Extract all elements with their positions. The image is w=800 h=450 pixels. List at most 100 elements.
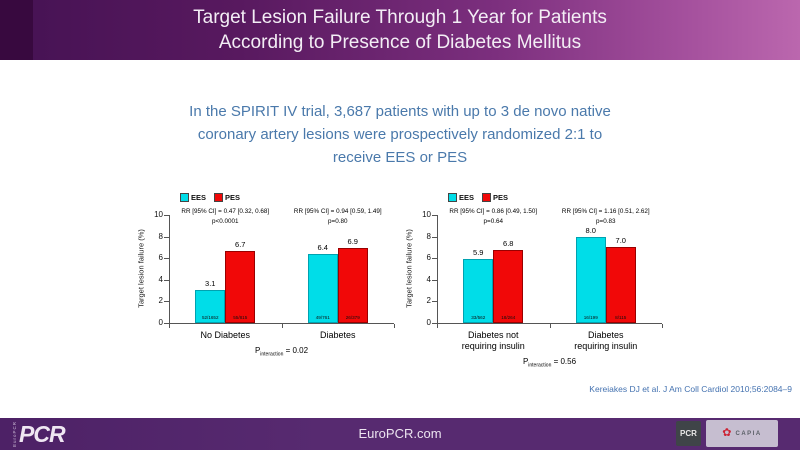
p-value-text: p=0.80 [328, 217, 348, 225]
citation: Kereiakes DJ et al. J Am Coll Cardiol 20… [589, 384, 792, 394]
x-axis-tick-mark [437, 324, 438, 328]
y-axis-tick-label: 4 [426, 274, 431, 284]
legend-label: EES [191, 193, 207, 202]
slide-title-line2: According to Presence of Diabetes Mellit… [218, 32, 582, 53]
y-axis-tick-mark [164, 236, 169, 238]
y-axis-tick-label: 4 [158, 274, 163, 284]
p-interaction-value: = 0.02 [283, 346, 309, 355]
y-axis-tick-label: 6 [426, 253, 431, 263]
legend-swatch-pes [482, 193, 492, 202]
y-axis-tick-mark [164, 301, 169, 303]
y-axis-tick-label: 2 [158, 296, 163, 306]
legend-item-pes: PES [482, 193, 508, 202]
x-axis-tick-mark [662, 324, 663, 328]
slide-header: Target Lesion Failure Through 1 Year for… [0, 0, 800, 60]
y-axis-tick-label: 8 [158, 231, 163, 241]
rr-annotation: RR [95% CI] = 0.86 [0.49, 1.50] p=0.64 [437, 207, 550, 227]
rr-text: RR [95% CI] = 1.16 [0.51, 2.62] [561, 208, 650, 215]
rr-text: RR [95% CI] = 0.47 [0.32, 0.68] [181, 208, 270, 215]
p-interaction-label: P [522, 357, 529, 366]
legend-item-ees: EES [448, 193, 474, 202]
bar-value-label: 3.1 [205, 279, 216, 288]
chart-legend: EES PES [180, 193, 240, 202]
y-axis-tick-label: 10 [154, 210, 163, 219]
y-axis-tick-label: 10 [422, 210, 431, 219]
bar-fraction-label: 49/761 [315, 315, 330, 320]
legend-label: PES [225, 193, 241, 202]
footer-bar [0, 418, 800, 450]
y-axis-line [169, 215, 170, 324]
y-axis-tick-mark [432, 301, 437, 303]
p-interaction-label: P [254, 346, 261, 355]
intro-text: In the SPIRIT IV trial, 3,687 patients w… [120, 100, 680, 169]
x-axis-tick-mark [281, 324, 283, 328]
bar-ees-2 [575, 237, 606, 323]
header-corner-block [0, 0, 33, 60]
y-axis-tick-label: 2 [426, 296, 431, 306]
bar-pes-2 [337, 248, 368, 323]
europcr-logo: EuroPCR PCR [12, 419, 66, 450]
bar-ees-1 [195, 290, 226, 323]
bar-fraction-label: 8/115 [615, 315, 627, 320]
footer-website: EuroPCR.com [358, 426, 442, 441]
bar-ees-2 [307, 254, 338, 323]
p-interaction-value: = 0.56 [551, 357, 577, 366]
chart-insulin-subgroups: EES PES Target lesion failure (%) 0 2 4 6 8 10 RR… [403, 188, 763, 393]
bar-value-label: 5.9 [473, 248, 484, 257]
rr-annotation: RR [95% CI] = 1.16 [0.51, 2.62] p=0.83 [550, 207, 663, 227]
legend-swatch-ees [448, 193, 457, 202]
y-axis-tick-mark [164, 323, 169, 324]
bar-value-label: 6.7 [235, 240, 246, 249]
y-axis-tick-mark [164, 279, 169, 281]
partner-badge-text: CAPIA [735, 430, 762, 437]
annotation-row: RR [95% CI] = 0.86 [0.49, 1.50] p=0.64 RR … [437, 207, 662, 227]
y-axis-tick-mark [432, 215, 437, 216]
rr-text: RR [95% CI] = 0.94 [0.59, 1.49] [293, 208, 382, 215]
bar-fraction-label: 18/264 [501, 315, 516, 320]
bar-pes-1 [225, 251, 256, 323]
y-axis-tick-mark [432, 323, 437, 324]
legend-label: PES [493, 193, 509, 202]
bar-value-label: 6.8 [503, 239, 514, 248]
x-axis-category-label: Diabetes [319, 330, 356, 340]
legend-swatch-pes [214, 193, 224, 202]
p-value-text: p=0.83 [596, 217, 616, 225]
bar-fraction-label: 26/379 [345, 315, 360, 320]
legend-swatch-ees [180, 193, 189, 202]
y-axis-tick-label: 8 [426, 231, 431, 241]
partner-badge: ✿ CAPIA [706, 420, 778, 447]
p-interaction-sub: interaction [528, 362, 552, 369]
y-axis-tick-mark [432, 279, 437, 281]
intro-line3: receive EES or PES [332, 149, 468, 166]
y-axis-tick-mark [164, 258, 169, 260]
x-axis-tick-mark [549, 324, 551, 328]
bar-fraction-label: 33/562 [471, 315, 486, 320]
p-interaction: Pinteraction = 0.02 [169, 346, 394, 358]
bar-value-label: 8.0 [585, 226, 596, 235]
bar-value-label: 7.0 [615, 236, 626, 245]
bar-fraction-label: 16/199 [583, 315, 598, 320]
rr-annotation: RR [95% CI] = 0.47 [0.32, 0.68] p<0.0001 [169, 207, 282, 227]
chart-legend: EES PES [448, 193, 508, 202]
x-axis-category-label: No Diabetes [200, 330, 251, 340]
bar-value-label: 6.9 [347, 237, 358, 246]
chart-diabetes-vs-none: EES PES Target lesion failure (%) 0 2 4 6 8 10 RR… [135, 188, 405, 393]
y-axis-tick-label: 0 [426, 318, 431, 327]
bar-ees-1 [463, 259, 494, 323]
p-interaction-sub: interaction [260, 351, 284, 358]
x-axis-category-label: Diabetes requiring insulin [574, 330, 638, 351]
y-axis-tick-mark [432, 236, 437, 238]
x-axis-line [169, 323, 394, 324]
y-axis-tick-label: 6 [158, 253, 163, 263]
rr-text: RR [95% CI] = 0.86 [0.49, 1.50] [449, 208, 538, 215]
rr-annotation: RR [95% CI] = 0.94 [0.59, 1.49] p=0.80 [282, 207, 395, 227]
intro-line2: coronary artery lesions were prospective… [197, 126, 603, 143]
x-axis-tick-mark [169, 324, 170, 328]
intro-line1: In the SPIRIT IV trial, 3,687 patients w… [189, 103, 611, 120]
flower-seal-icon: ✿ [722, 427, 732, 439]
bar-pes-1 [493, 250, 524, 323]
x-axis-category-label: Diabetes not requiring insulin [461, 330, 525, 351]
x-axis-tick-mark [394, 324, 395, 328]
legend-label: EES [459, 193, 475, 202]
